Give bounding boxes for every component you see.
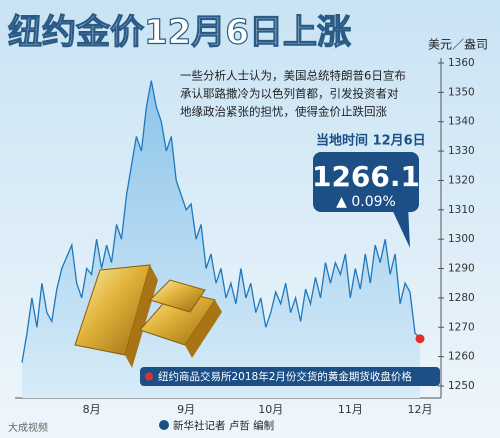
x-tick-label: 9月 <box>177 403 195 416</box>
chart-title: 纽约金价12月6日上涨 <box>8 13 351 53</box>
callout-box <box>313 152 419 212</box>
x-tick-label: 11月 <box>338 403 363 416</box>
legend-marker <box>145 372 153 381</box>
y-tick-label: 1250 <box>448 380 475 392</box>
y-tick-label: 1310 <box>448 204 475 216</box>
y-tick-label: 1350 <box>448 86 475 98</box>
last-point <box>415 334 425 344</box>
line <box>21 80 421 363</box>
unit-label: 美元／盎司 <box>428 38 488 52</box>
legend-label: 纽约商品交易所2018年2月份交货的黄金期货收盘价格 <box>158 370 412 383</box>
y-tick-label: 1280 <box>448 292 475 304</box>
legend-box <box>140 367 440 386</box>
credit: 新华社记者 卢哲 编制 <box>173 419 274 432</box>
gold-bar <box>149 279 206 313</box>
y-tick-label: 1290 <box>448 263 475 275</box>
callout-value: 1266.1 <box>312 160 420 193</box>
callout-change: ▲ 0.09% <box>336 194 396 210</box>
annotation: 地缘政治紧张的担忧，使得金价止跌回涨 <box>180 105 387 119</box>
y-tick-label: 1300 <box>448 233 475 245</box>
callout-pointer <box>390 205 410 248</box>
y-tick-label: 1260 <box>448 351 475 363</box>
callout: 当地时间 12月6日 1266.1 ▲ 0.09% <box>312 133 426 248</box>
watermark: 大成视频 <box>8 421 48 434</box>
x-tick-label: 12月 <box>408 403 433 416</box>
y-tick-label: 1320 <box>448 174 475 186</box>
credit-icon <box>159 420 169 430</box>
callout-header: 当地时间 12月6日 <box>316 133 426 149</box>
y-tick-label: 1340 <box>448 116 475 128</box>
annotation: 承认耶路撒冷为以色列首都，引发投资者对 <box>180 87 399 101</box>
annotation: 一些分析人士认为，美国总统特朗普6日宣布 <box>180 69 406 83</box>
gold-bars <box>74 264 222 368</box>
x-tick-label: 8月 <box>83 403 101 416</box>
gold-bar-side <box>185 300 222 358</box>
gold-bar-side <box>125 265 158 368</box>
x-tick-label: 10月 <box>258 403 283 416</box>
y-tick-label: 1330 <box>448 145 475 157</box>
y-tick-label: 1270 <box>448 321 475 333</box>
y-tick-label: 1360 <box>448 57 475 69</box>
